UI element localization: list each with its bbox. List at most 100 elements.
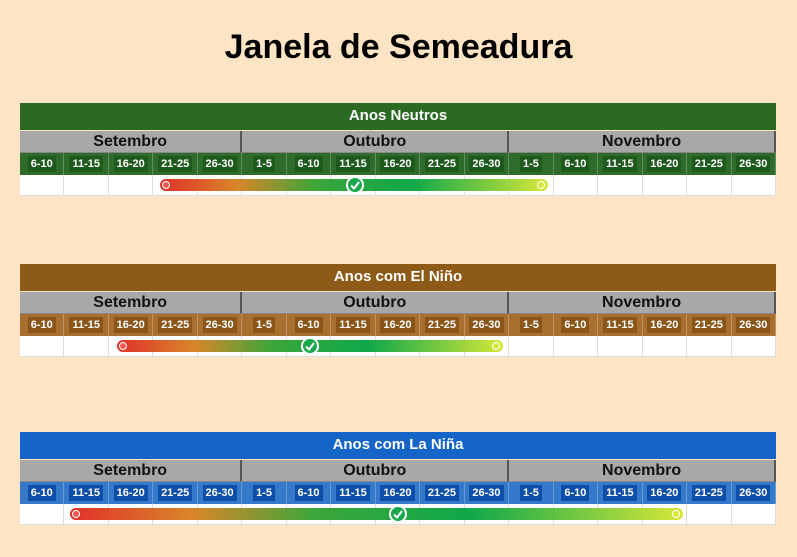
- period-label: 21-25: [424, 485, 460, 501]
- period-label: 16-20: [647, 156, 682, 172]
- period-cell: 21-25: [153, 314, 198, 336]
- period-label: 6-10: [561, 317, 590, 333]
- period-cell: 1-5: [509, 482, 554, 504]
- period-cell: 26-30: [197, 314, 243, 336]
- period-label: 16-20: [113, 317, 148, 333]
- period-label: 1-5: [253, 317, 276, 333]
- period-cell: 21-25: [687, 482, 732, 504]
- period-label: 26-30: [202, 317, 237, 333]
- empty-cell: [598, 175, 643, 196]
- period-label: 26-30: [202, 485, 237, 501]
- period-label: 1-5: [519, 485, 542, 501]
- period-cell: 6-10: [20, 153, 65, 175]
- period-cell: 6-10: [286, 314, 332, 336]
- period-cell: 26-30: [731, 482, 776, 504]
- empty-cell: [687, 336, 732, 357]
- period-label: 16-20: [380, 156, 415, 172]
- optimal-marker: [301, 337, 319, 355]
- period-label: 26-30: [469, 317, 504, 333]
- start-marker: [119, 342, 127, 350]
- period-label: 6-10: [561, 156, 590, 172]
- period-label: 11-15: [69, 317, 103, 333]
- period-cell: 21-25: [420, 153, 465, 175]
- empty-cell: [731, 336, 776, 357]
- period-label: 11-15: [336, 485, 370, 501]
- period-label: 1-5: [253, 156, 276, 172]
- period-label: 16-20: [647, 485, 682, 501]
- period-label: 1-5: [253, 485, 276, 501]
- period-cell: 6-10: [553, 314, 599, 336]
- period-label: 11-15: [336, 156, 370, 172]
- period-cell: 26-30: [464, 314, 510, 336]
- period-cell: 26-30: [197, 153, 243, 175]
- panel-header: Anos Neutros: [20, 103, 776, 130]
- period-label: 26-30: [736, 156, 771, 172]
- period-cell: 21-25: [420, 482, 465, 504]
- start-marker: [72, 510, 80, 518]
- period-label: 26-30: [202, 156, 237, 172]
- period-label: 21-25: [158, 156, 193, 172]
- month-label: Outubro: [242, 131, 510, 153]
- period-cell: 1-5: [242, 153, 287, 175]
- period-cell: 11-15: [331, 314, 376, 336]
- period-label: 21-25: [691, 485, 726, 501]
- period-label: 16-20: [647, 317, 682, 333]
- period-cell: 21-25: [687, 153, 732, 175]
- period-cell: 16-20: [375, 314, 421, 336]
- period-label: 26-30: [736, 317, 771, 333]
- month-label: Setembro: [20, 460, 243, 482]
- optimal-marker: [346, 176, 364, 194]
- period-cell: 16-20: [108, 482, 154, 504]
- period-label: 11-15: [603, 485, 637, 501]
- period-cell: 26-30: [464, 153, 510, 175]
- empty-cell: [731, 504, 776, 525]
- period-cell: 11-15: [64, 482, 109, 504]
- period-label: 16-20: [380, 485, 415, 501]
- period-label: 11-15: [336, 317, 370, 333]
- period-cell: 6-10: [20, 314, 65, 336]
- period-label: 11-15: [69, 485, 103, 501]
- start-marker: [162, 181, 170, 189]
- end-marker: [537, 181, 545, 189]
- period-cell: 6-10: [20, 482, 65, 504]
- month-label: Novembro: [509, 460, 776, 482]
- empty-cell: [642, 175, 688, 196]
- period-cell: 11-15: [64, 153, 109, 175]
- period-cell: 6-10: [286, 153, 332, 175]
- period-label: 6-10: [27, 156, 56, 172]
- period-label: 1-5: [519, 156, 542, 172]
- period-label: 21-25: [158, 317, 193, 333]
- period-label: 21-25: [424, 156, 460, 172]
- check-icon: [389, 505, 407, 523]
- period-label: 16-20: [380, 317, 415, 333]
- period-cell: 11-15: [331, 482, 376, 504]
- title: Janela de Semeadura: [224, 28, 573, 66]
- end-marker: [672, 510, 680, 518]
- empty-cell: [64, 175, 109, 196]
- check-icon: [301, 337, 319, 355]
- month-label: Novembro: [509, 131, 776, 153]
- period-cell: 11-15: [598, 153, 643, 175]
- period-cell: 1-5: [509, 153, 554, 175]
- period-label: 6-10: [294, 156, 323, 172]
- month-label: Novembro: [509, 292, 776, 314]
- empty-cell: [598, 336, 643, 357]
- period-cell: 16-20: [642, 153, 688, 175]
- period-cell: 11-15: [64, 314, 109, 336]
- month-label: Setembro: [20, 131, 243, 153]
- month-label: Outubro: [242, 460, 510, 482]
- period-label: 16-20: [113, 156, 148, 172]
- empty-cell: [20, 504, 65, 525]
- period-cell: 16-20: [375, 153, 421, 175]
- period-cell: 1-5: [242, 482, 287, 504]
- period-cell: 21-25: [153, 482, 198, 504]
- optimal-marker: [389, 505, 407, 523]
- empty-cell: [20, 336, 65, 357]
- period-label: 1-5: [519, 317, 542, 333]
- period-label: 11-15: [603, 156, 637, 172]
- period-cell: 26-30: [731, 314, 776, 336]
- period-cell: 6-10: [553, 153, 599, 175]
- empty-cell: [509, 336, 554, 357]
- period-label: 21-25: [691, 317, 726, 333]
